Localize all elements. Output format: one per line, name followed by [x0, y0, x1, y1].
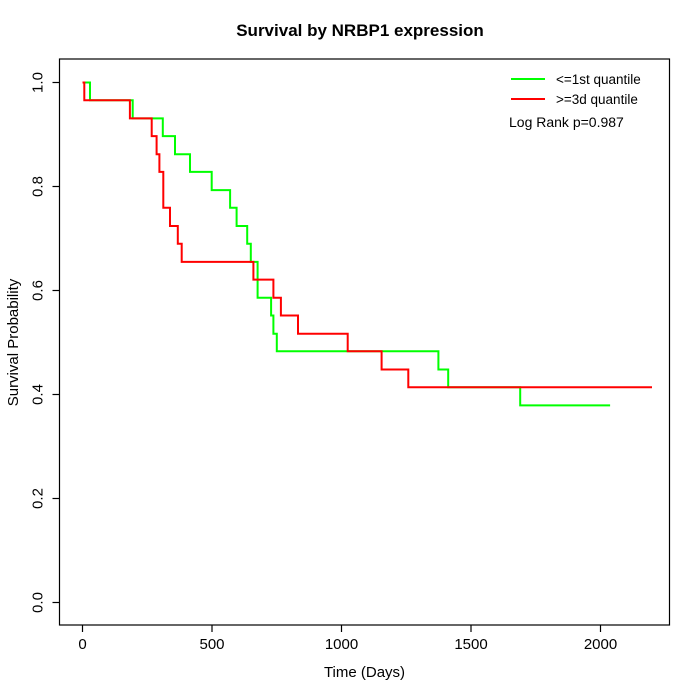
x-tick-label: 1500 [454, 636, 487, 653]
km-curve-high-expression [82, 81, 652, 389]
y-tick-label: 1.0 [30, 72, 47, 93]
plot-area-border [58, 58, 671, 626]
x-tick-label: 500 [199, 636, 224, 653]
km-curve-low-expression [82, 81, 611, 407]
legend-label-first-quantile: <=1st quantile [556, 72, 641, 87]
legend-label-third-quantile: >=3d quantile [556, 92, 638, 107]
y-tick-label: 0.8 [30, 176, 47, 197]
y-tick-label: 0.6 [30, 280, 47, 301]
x-tick-label: 2000 [584, 636, 617, 653]
chart-title: Survival by NRBP1 expression [236, 21, 484, 40]
km-curves [82, 81, 652, 407]
x-tick-label: 0 [78, 636, 86, 653]
legend: <=1st quantile >=3d quantile Log Rank p=… [509, 72, 641, 130]
y-tick-label: 0.2 [30, 488, 47, 509]
y-axis-label: Survival Probability [5, 278, 22, 406]
y-tick-label: 0.4 [30, 384, 47, 405]
logrank-annotation: Log Rank p=0.987 [509, 114, 624, 130]
y-tick-label: 0.0 [30, 592, 47, 613]
x-axis-label: Time (Days) [324, 664, 405, 681]
x-tick-label: 1000 [325, 636, 358, 653]
axis-ticks: 0 500 1000 1500 2000 0.0 0.2 0.4 0.6 0.8 1.0 [30, 72, 618, 653]
